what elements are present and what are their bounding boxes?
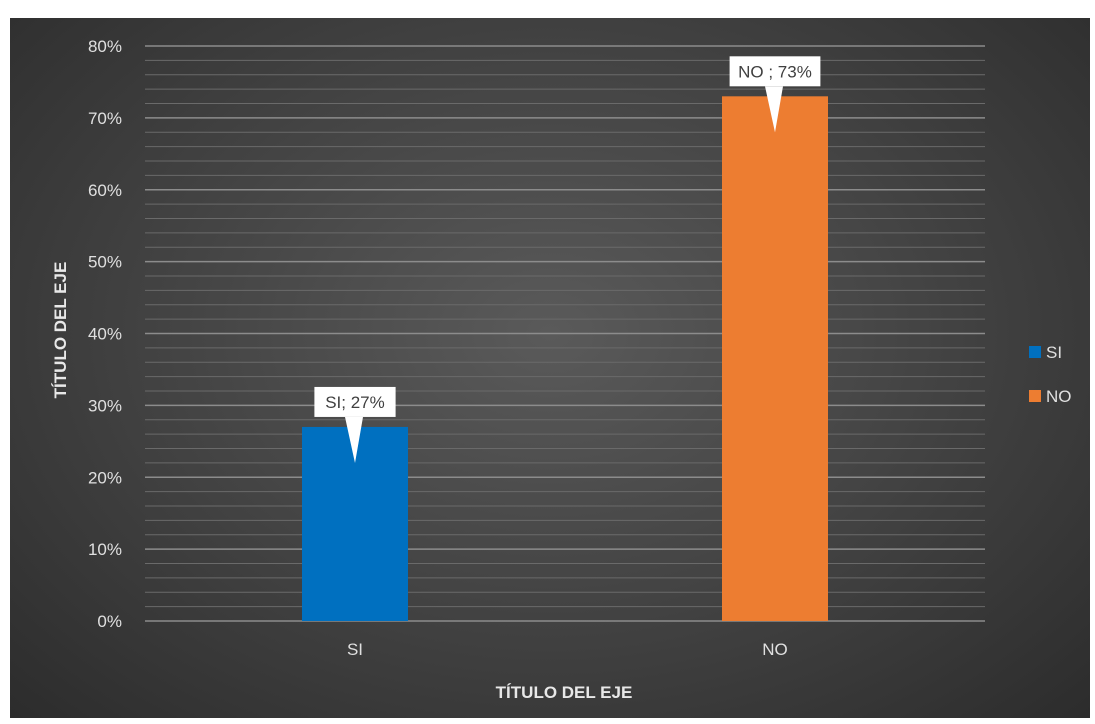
y-tick-label: 50%: [88, 253, 122, 272]
x-axis-title: TÍTULO DEL EJE: [496, 683, 633, 702]
data-label-box: [729, 56, 821, 87]
legend-swatch-si: [1029, 346, 1041, 358]
y-tick-label: 0%: [97, 612, 122, 631]
x-tick-label: SI: [347, 640, 363, 659]
y-axis-title: TÍTULO DEL EJE: [51, 262, 70, 399]
bar-no: [722, 96, 828, 621]
data-label-pointer: [345, 416, 363, 463]
chart-background: [10, 18, 1090, 718]
x-tick-label: NO: [762, 640, 788, 659]
y-tick-label: 20%: [88, 468, 122, 487]
y-tick-label: 60%: [88, 181, 122, 200]
y-tick-label: 10%: [88, 540, 122, 559]
y-tick-label: 70%: [88, 109, 122, 128]
y-tick-label: 80%: [88, 37, 122, 56]
legend-swatch-no: [1029, 390, 1041, 402]
data-label-pointer: [765, 86, 783, 133]
data-label-box: [314, 386, 396, 417]
data-label: SI; 27%: [325, 393, 385, 412]
grid-lines: [145, 45, 985, 622]
legend-label: NO: [1046, 387, 1072, 406]
y-tick-label: 30%: [88, 396, 122, 415]
data-labels: SI; 27% NO ; 73%: [314, 56, 821, 463]
y-axis-ticks: 0% 10% 20% 30% 40% 50% 60% 70% 80%: [88, 37, 122, 631]
data-label: NO ; 73%: [738, 62, 812, 81]
legend-label: SI: [1046, 343, 1062, 362]
x-axis-ticks: SI NO: [347, 640, 788, 659]
y-tick-label: 40%: [88, 325, 122, 344]
legend: SI NO: [1029, 343, 1072, 406]
